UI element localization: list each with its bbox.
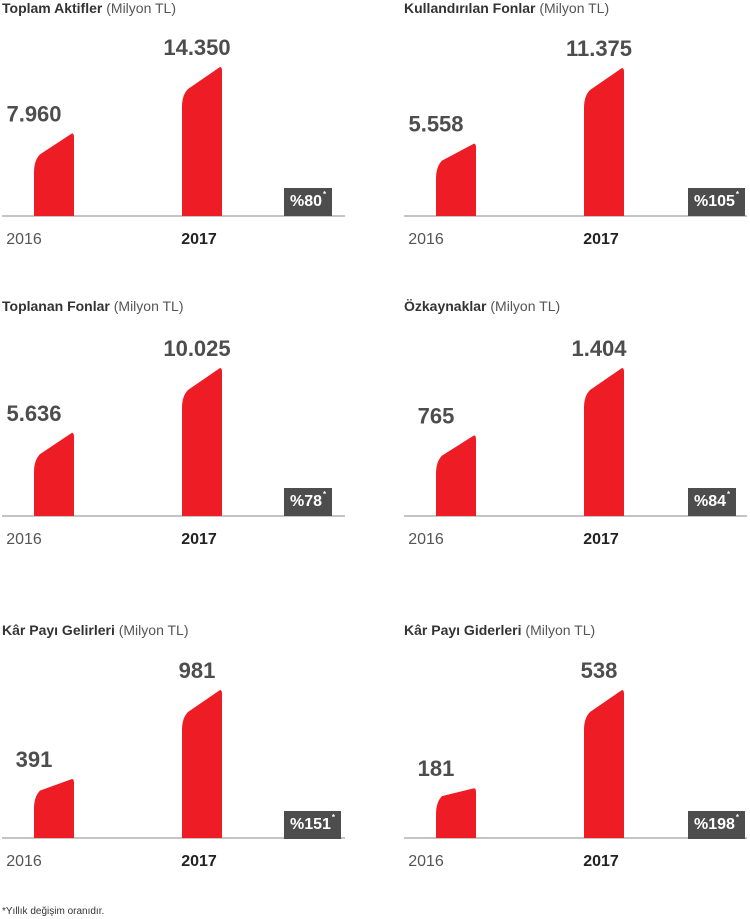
data-label-2017: 11.375 <box>566 36 632 61</box>
data-label-2016: 5.636 <box>6 401 61 426</box>
chart-title: Özkaynaklar (Milyon TL) <box>404 298 560 314</box>
change-badge: %80* <box>284 188 333 216</box>
change-badge: %151* <box>284 811 342 839</box>
chart-panel-kar-payi-giderleri: Kâr Payı Giderleri (Milyon TL) 181 2016 53… <box>404 622 749 882</box>
bar-chart: 7.960 2016 14.350 2017 <box>2 35 345 248</box>
data-label-2017: 1.404 <box>571 336 627 361</box>
tick-label-2017: 2017 <box>583 231 619 248</box>
change-mark: * <box>735 190 740 199</box>
chart-title-text: Kâr Payı Gelirleri <box>2 622 115 638</box>
bar-2016 <box>34 779 74 838</box>
bar-chart: 5.636 2016 10.025 2017 <box>2 336 345 548</box>
bar-2017 <box>584 690 624 838</box>
change-badge: %198* <box>688 811 746 839</box>
change-value: %105 <box>694 193 735 210</box>
chart-panel-ozkaynaklar: Özkaynaklar (Milyon TL) 765 2016 1.404 2017… <box>404 298 749 558</box>
change-value: %78 <box>290 493 323 510</box>
change-value: %151 <box>290 816 331 833</box>
change-badge: %105* <box>688 188 746 216</box>
change-mark: * <box>727 490 731 499</box>
change-value: %198 <box>694 816 735 833</box>
chart-unit: (Milyon TL) <box>113 298 184 314</box>
tick-label-2017: 2017 <box>583 853 619 870</box>
chart-unit: (Milyon TL) <box>118 622 189 638</box>
change-badge: %78* <box>284 488 333 516</box>
tick-label-2016: 2016 <box>6 531 42 548</box>
tick-label-2016: 2016 <box>408 231 444 248</box>
chart-panel-kar-payi-gelirleri: Kâr Payı Gelirleri (Milyon TL) 391 2016 98… <box>2 622 347 882</box>
chart-title: Kullandırılan Fonlar (Milyon TL) <box>404 0 609 16</box>
bar-chart: 391 2016 981 2017 <box>2 658 345 870</box>
data-label-2017: 538 <box>581 658 618 683</box>
chart-unit: (Milyon TL) <box>490 298 561 314</box>
footnote: *Yıllık değişim oranıdır. <box>2 906 105 917</box>
change-mark: * <box>323 490 327 499</box>
bar-2017 <box>584 368 624 516</box>
change-badge: %84* <box>688 488 737 516</box>
chart-title-text: Kâr Payı Giderleri <box>404 622 522 638</box>
bar-chart: 5.558 2016 11.375 2017 <box>404 36 747 248</box>
chart-title: Kâr Payı Giderleri (Milyon TL) <box>404 622 595 638</box>
change-mark: * <box>735 813 740 822</box>
chart-panel-kullandirilan-fonlar: Kullandırılan Fonlar (Milyon TL) 5.558 20… <box>404 0 749 260</box>
data-label-2017: 10.025 <box>163 336 230 361</box>
change-value: %84 <box>694 493 727 510</box>
chart-title-text: Toplanan Fonlar <box>2 298 110 314</box>
bar-2016 <box>34 432 74 516</box>
tick-label-2017: 2017 <box>583 531 619 548</box>
tick-label-2016: 2016 <box>408 531 444 548</box>
chart-unit: (Milyon TL) <box>539 0 610 16</box>
data-label-2017: 981 <box>179 658 216 683</box>
bar-chart: 181 2016 538 2017 <box>404 658 747 870</box>
bar-2016 <box>436 788 476 838</box>
tick-label-2016: 2016 <box>6 231 42 248</box>
chart-panel-toplam-aktifler: Toplam Aktifler (Milyon TL) 7.960 2016 14.… <box>2 0 347 260</box>
bar-2017 <box>584 68 624 216</box>
bar-2016 <box>436 143 476 216</box>
data-label-2016: 391 <box>16 747 53 772</box>
data-label-2016: 181 <box>418 756 455 781</box>
change-value: %80 <box>290 193 323 210</box>
chart-title-text: Toplam Aktifler <box>2 0 103 16</box>
bar-2017 <box>182 67 222 216</box>
chart-title-text: Özkaynaklar <box>404 298 487 314</box>
bar-2016 <box>34 133 74 216</box>
bar-chart: 765 2016 1.404 2017 <box>404 336 747 548</box>
chart-title: Kâr Payı Gelirleri (Milyon TL) <box>2 622 189 638</box>
chart-title: Toplanan Fonlar (Milyon TL) <box>2 298 184 314</box>
chart-unit: (Milyon TL) <box>106 0 177 16</box>
tick-label-2016: 2016 <box>6 853 42 870</box>
tick-label-2017: 2017 <box>181 531 217 548</box>
data-label-2016: 5.558 <box>408 112 463 137</box>
tick-label-2016: 2016 <box>408 853 444 870</box>
data-label-2017: 14.350 <box>163 35 230 60</box>
chart-title: Toplam Aktifler (Milyon TL) <box>2 0 176 16</box>
tick-label-2017: 2017 <box>181 231 217 248</box>
bar-2017 <box>182 368 222 516</box>
chart-panel-toplanan-fonlar: Toplanan Fonlar (Milyon TL) 5.636 2016 10.… <box>2 298 347 558</box>
data-label-2016: 7.960 <box>6 101 61 126</box>
bar-2016 <box>436 435 476 516</box>
chart-title-text: Kullandırılan Fonlar <box>404 0 536 16</box>
change-mark: * <box>323 190 327 199</box>
chart-unit: (Milyon TL) <box>525 622 596 638</box>
bar-2017 <box>182 690 222 838</box>
tick-label-2017: 2017 <box>181 853 217 870</box>
change-mark: * <box>331 813 336 822</box>
data-label-2016: 765 <box>418 403 455 428</box>
